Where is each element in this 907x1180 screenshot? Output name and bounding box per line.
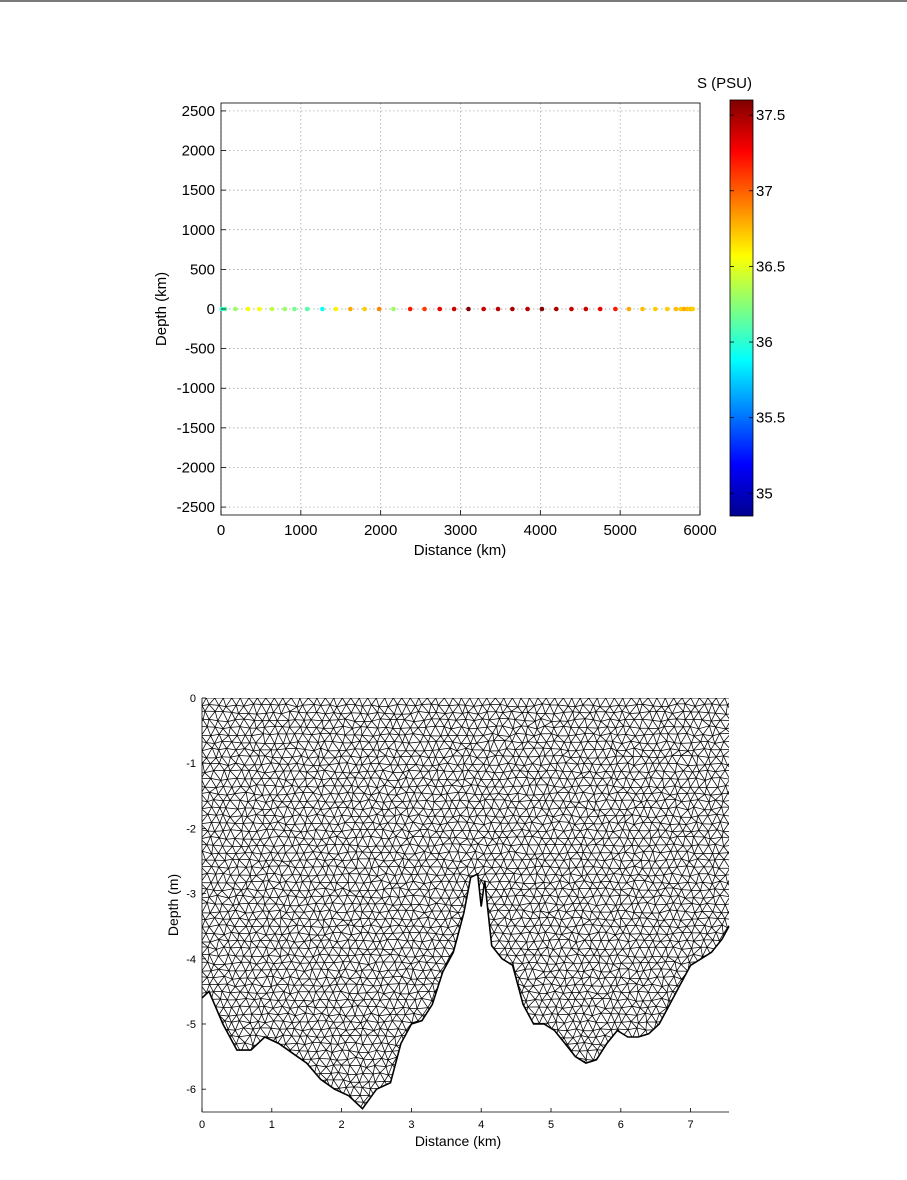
chart2-x-tick-label: 6 — [618, 1119, 624, 1131]
chart1-data-point — [481, 306, 486, 312]
chart1-x-ticks: 0 1000 2000 3000 4000 5000 6000 — [217, 510, 717, 539]
chart2-y-tick-label: -3 — [186, 889, 196, 901]
colorbar — [729, 99, 754, 517]
chart1-y-tick-label: -2500 — [177, 499, 215, 516]
chart1-data-point — [678, 306, 684, 312]
chart1-data-point — [597, 306, 603, 312]
chart1-data-point — [245, 306, 251, 312]
chart1-data-point — [333, 306, 339, 312]
chart2-y-tick-label: 0 — [190, 693, 196, 705]
chart1-data-point — [348, 306, 353, 312]
chart1-data-point — [233, 306, 238, 312]
colorbar-label: S (PSU) — [697, 75, 752, 92]
chart2-x-tick-label: 5 — [548, 1119, 554, 1131]
chart2-x-axis-label: Distance (km) — [415, 1133, 501, 1149]
chart1-data-point — [626, 306, 632, 312]
chart1-data-point — [269, 306, 275, 312]
chart1-data-point — [257, 306, 262, 312]
chart2-y-tick-label: -4 — [186, 954, 196, 966]
chart2-x-tick-label: 3 — [408, 1119, 414, 1131]
chart1-data-point — [673, 306, 679, 312]
chart1-data-point — [652, 306, 658, 312]
colorbar-tick-label: 37 — [756, 183, 773, 200]
chart1-x-tick-label: 6000 — [683, 522, 716, 539]
chart2-bottom-outline — [201, 872, 730, 1110]
colorbar-ticks: 37.5 37 36.5 36 35.5 35 — [730, 107, 785, 502]
chart1-x-tick-label: 5000 — [603, 522, 636, 539]
page-top-rule — [0, 0, 907, 2]
colorbar-tick-label: 35 — [756, 485, 773, 502]
chart1-data-point — [422, 306, 427, 312]
chart1-data-point — [690, 306, 696, 312]
chart1-y-tick-label: 2500 — [182, 103, 215, 120]
chart1-data-point — [495, 306, 501, 312]
chart2-y-tick-label: -1 — [186, 758, 196, 770]
salinity-scatter-chart: 0 1000 2000 3000 4000 5000 6000 25002000150010… — [153, 75, 785, 559]
chart2-x-tick-label: 4 — [478, 1119, 484, 1131]
chart2-x-tick-label: 2 — [339, 1119, 345, 1131]
colorbar-tick-label: 37.5 — [756, 107, 785, 124]
chart1-x-tick-label: 0 — [217, 522, 225, 539]
chart1-data-point — [466, 306, 471, 312]
colorbar-tick-label: 35.5 — [756, 410, 785, 427]
chart1-y-tick-label: -2000 — [177, 459, 215, 476]
colorbar-tick-label: 36.5 — [756, 258, 785, 275]
chart2-x-tick-label: 0 — [199, 1119, 205, 1131]
chart1-data-point — [510, 306, 515, 312]
chart1-data-point — [681, 306, 687, 312]
chart2-y-axis-label: Depth (m) — [165, 874, 181, 936]
chart2-y-tick-label: -2 — [186, 823, 196, 835]
chart1-data-point — [569, 306, 574, 312]
chart1-x-tick-label: 4000 — [524, 522, 557, 539]
chart1-x-axis-label: Distance (km) — [414, 542, 507, 559]
chart2-x-tick-label: 1 — [269, 1119, 275, 1131]
chart1-data-point — [376, 306, 382, 312]
chart1-data-point — [640, 306, 645, 312]
chart1-y-axis-label: Depth (km) — [153, 272, 170, 346]
chart1-y-tick-label: -1500 — [177, 420, 215, 437]
chart1-data-point — [451, 306, 457, 312]
chart2-x-tick-label: 7 — [688, 1119, 694, 1131]
chart1-y-ticks: 2500 2000 1500 1000 500 0 -500 -1000 -1500 -2000 -… — [177, 103, 226, 516]
chart1-data-point — [282, 306, 288, 312]
chart1-y-tick-label: 500 — [190, 261, 215, 278]
chart2-y-tick-label: -5 — [186, 1019, 196, 1031]
chart1-data-point — [583, 306, 589, 312]
chart1-x-tick-label: 3000 — [444, 522, 477, 539]
chart1-data-point — [437, 306, 443, 312]
chart1-y-tick-label: 1000 — [182, 222, 215, 239]
chart1-x-tick-label: 2000 — [364, 522, 397, 539]
chart1-y-tick-label: 0 — [207, 301, 215, 318]
chart1-data-point — [525, 306, 530, 312]
chart1-y-tick-label: 2000 — [182, 143, 215, 160]
chart1-data-point — [554, 306, 559, 312]
chart1-y-tick-label: -500 — [185, 341, 215, 358]
chart1-y-tick-label: -1000 — [177, 380, 215, 397]
chart1-data-point — [391, 306, 396, 312]
chart1-data-point — [292, 306, 297, 312]
chart1-data-point — [320, 306, 325, 312]
chart1-data-point — [304, 306, 310, 312]
mesh-depth-chart: 0 1 2 3 4 5 6 7 0 -1 -2 -3 -4 -5 -6 Distance (km) Dep… — [165, 693, 730, 1149]
chart1-data-point — [664, 306, 670, 312]
chart1-data-point — [407, 306, 413, 312]
chart1-x-tick-label: 1000 — [284, 522, 317, 539]
chart1-y-tick-label: 1500 — [182, 182, 215, 199]
chart2-y-tick-label: -6 — [186, 1084, 196, 1096]
chart1-data-point — [539, 306, 545, 312]
chart2-x-ticks: 0 1 2 3 4 5 6 7 — [199, 1108, 694, 1131]
chart1-points — [219, 306, 696, 312]
chart2-y-ticks: 0 -1 -2 -3 -4 -5 -6 — [186, 693, 206, 1096]
chart1-data-point — [613, 306, 618, 312]
colorbar-tick-label: 36 — [756, 334, 773, 351]
chart1-data-point — [362, 306, 368, 312]
